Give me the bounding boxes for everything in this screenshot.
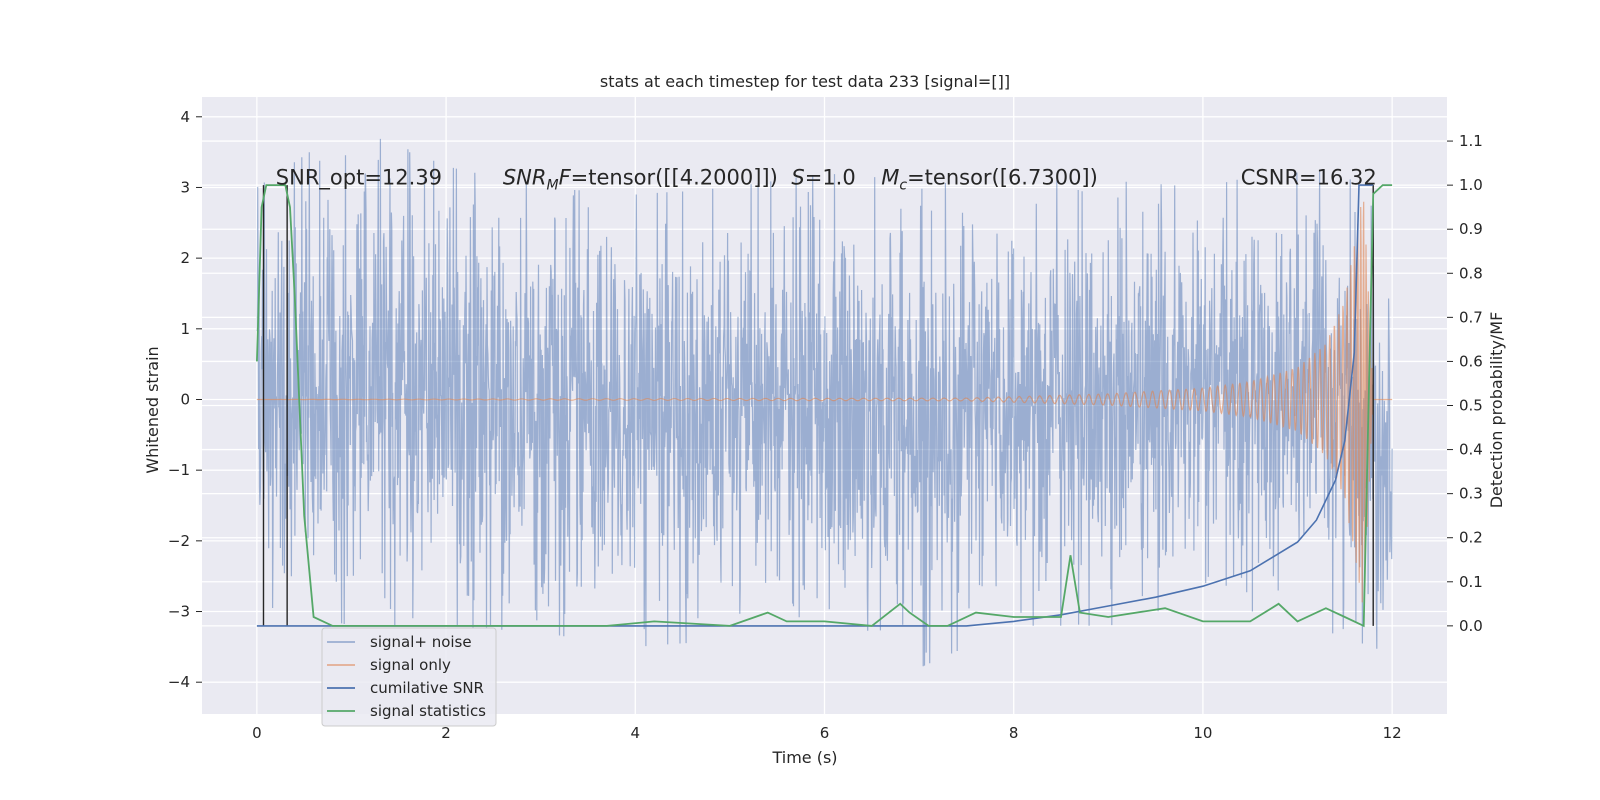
right-tick-label: 0.3 (1459, 485, 1483, 503)
x-tick-label: 10 (1193, 724, 1212, 742)
legend-label: signal+ noise (370, 633, 472, 651)
legend: signal+ noise signal only cumilative SNR si… (321, 627, 497, 727)
y-axis-label: Whitened strain (143, 346, 162, 473)
x-tick-label: 8 (1009, 724, 1019, 742)
annotation-text: CSNR=16.32 (1241, 165, 1377, 189)
x-axis-label: Time (s) (771, 748, 837, 767)
right-tick-label: 0.9 (1459, 220, 1483, 238)
y-tick-label: 1 (180, 320, 190, 338)
vertical-markers (262, 185, 1374, 626)
y-axis-ticks: 4 3 2 1 0 −1 −2 −3 −4 (168, 108, 202, 691)
series-line-signal-plus-noise (256, 138, 1393, 667)
x-tick-label: 4 (631, 724, 641, 742)
right-tick-label: 0.1 (1459, 573, 1483, 591)
right-tick-label: 0.7 (1459, 308, 1483, 326)
right-tick-label: 0.4 (1459, 441, 1483, 459)
right-tick-label: 0.6 (1459, 352, 1483, 370)
right-tick-label: 1.0 (1459, 176, 1483, 194)
y-tick-label: 4 (180, 108, 190, 126)
right-tick-label: 0.0 (1459, 617, 1483, 635)
series-signal-only (256, 201, 1393, 603)
legend-label: signal statistics (370, 702, 486, 720)
right-tick-label: 1.1 (1459, 132, 1483, 150)
y-tick-label: 0 (180, 390, 190, 408)
x-tick-label: 2 (441, 724, 451, 742)
legend-label: signal only (370, 656, 451, 674)
annotation-text: SNR_opt=12.39 (276, 165, 442, 190)
series-line-signal-statistics (256, 184, 1393, 628)
x-tick-label: 6 (820, 724, 830, 742)
annotation-text: Mc=tensor([6.7300]) (881, 165, 1098, 193)
right-axis-ticks: 1.1 1.0 0.9 0.8 0.7 0.6 0.5 0.4 0.3 0.2 0.1 0.0 (1447, 132, 1483, 635)
chart-title: stats at each timestep for test data 233… (600, 72, 1010, 91)
y-tick-label: −3 (168, 603, 190, 621)
series-cumulative-snr (256, 184, 1374, 627)
y-tick-label: −1 (168, 461, 190, 479)
right-tick-label: 0.5 (1459, 397, 1483, 415)
series-signal-plus-noise (256, 138, 1393, 667)
series-signal-statistics (256, 184, 1393, 628)
right-tick-label: 0.8 (1459, 264, 1483, 282)
y-tick-label: 3 (180, 178, 190, 196)
right-tick-label: 0.2 (1459, 529, 1483, 547)
annotation-text: SNRMF=tensor([[4.2000]]) (503, 165, 778, 193)
y-tick-label: 2 (180, 249, 190, 267)
annotation-text: S=1.0 (791, 165, 855, 189)
x-tick-label: 0 (252, 724, 262, 742)
series-line-cumulative-snr (256, 184, 1374, 627)
y-tick-label: −4 (168, 673, 190, 691)
right-axis-label: Detection probability/MF (1487, 312, 1506, 509)
x-tick-label: 12 (1383, 724, 1402, 742)
series-line-signal-only (256, 201, 1393, 603)
legend-box (321, 627, 497, 727)
legend-label: cumilative SNR (370, 679, 484, 697)
annotations: SNR_opt=12.39 SNRMF=tensor([[4.2000]]) S=1… (276, 165, 1377, 193)
x-axis-ticks: 0 2 4 6 8 10 12 (252, 724, 1402, 742)
y-tick-label: −2 (168, 532, 190, 550)
